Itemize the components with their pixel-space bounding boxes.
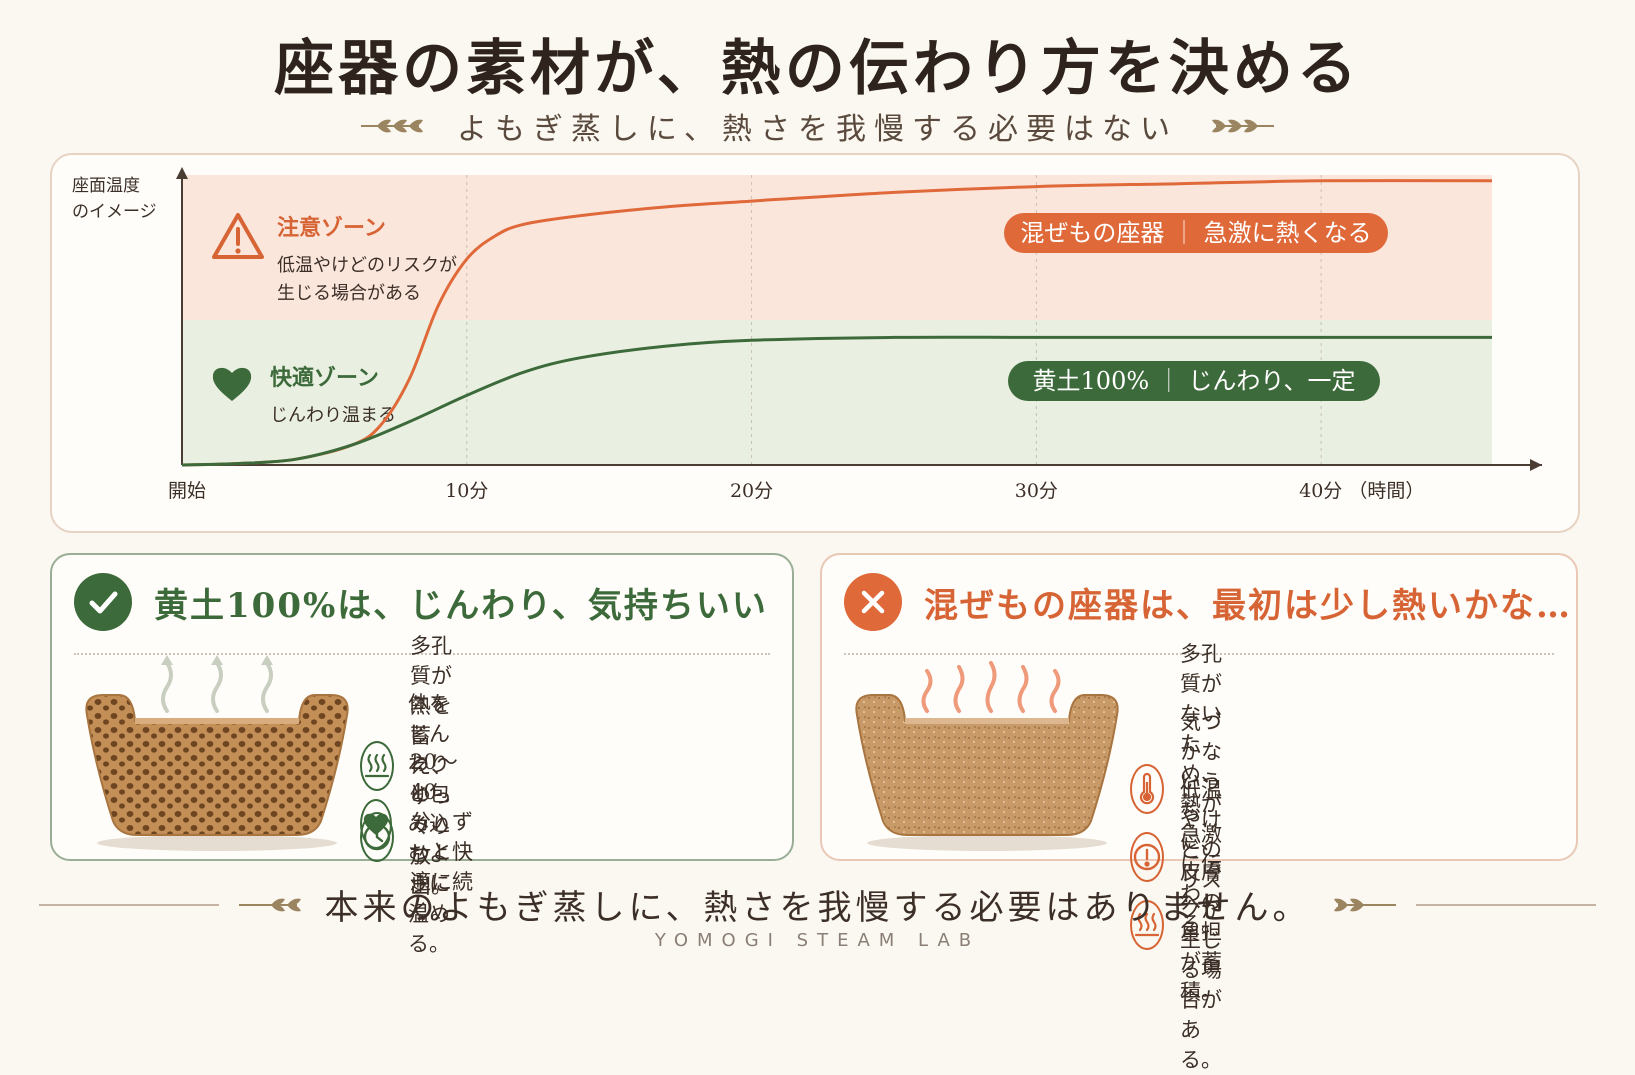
warning-triangle: [212, 213, 264, 259]
series-tag: 急激に熱くなる: [1204, 219, 1372, 247]
footer-line-left: [38, 903, 219, 906]
list-item: 20〜40分、ずっと快適に続く。: [360, 747, 474, 927]
mixed-panel-divider: [844, 653, 1554, 655]
page-subtitle: よもぎ蒸しに、熱さを我慢する必要はない: [456, 112, 1179, 147]
footer-row: 本来のよもぎ蒸しに、熱さを我慢する必要はありません。: [0, 880, 1635, 929]
sprig-right-icon: [1334, 898, 1397, 911]
footer-message: 本来のよもぎ蒸しに、熱さを我慢する必要はありません。: [324, 888, 1311, 928]
point-text: 20〜40分、ずっと快適に続く。: [410, 750, 473, 924]
point-text: 多孔質がないため、 熱が急激に伝わる。: [1180, 642, 1222, 936]
zone-desc: 低温やけどのリスクが生じる場合がある: [277, 255, 457, 304]
warning-dot: [235, 248, 241, 254]
solid-pot-illustration: [855, 661, 1119, 851]
subtitle-row: よもぎ蒸しに、熱さを我慢する必要はない: [0, 104, 1635, 148]
mixed-panel-title: 混ぜもの座器は、最初は少し熱いかな…: [924, 585, 1572, 626]
series-label-pill: [1004, 213, 1388, 253]
heat-waves-icon: [1130, 900, 1164, 950]
x-axis-arrow-icon: [1530, 459, 1542, 471]
ocher-panel-title: 黄土100%は、じんわり、気持ちいい: [154, 585, 768, 626]
x-tick-label: 20分: [730, 480, 773, 502]
thermometer-icon: [1130, 764, 1164, 814]
heart-shape: [212, 367, 252, 401]
zone-name: 注意ゾーン: [277, 215, 386, 241]
mixed-panel-header: 混ぜもの座器は、最初は少し熱いかな…: [844, 573, 1572, 631]
x-tick-label: 開始: [168, 480, 206, 502]
series-tag: じんわり、一定: [1188, 367, 1355, 395]
list-item: 多孔質が熱を蓄え、ゆっくり放出。: [360, 631, 468, 901]
list-item: 体をじんわりと包み込むように温める。: [360, 689, 468, 959]
ocher-panel: 黄土100%は、じんわり、気持ちいい 多孔質が熱を蓄え、ゆっくり放出。: [50, 553, 794, 956]
clock-icon: [360, 812, 394, 862]
warning-icon: [212, 213, 264, 259]
sprig-right-icon: [1212, 119, 1275, 133]
heart-icon: [212, 367, 252, 401]
zone-name: 快適ゾーン: [270, 365, 379, 391]
heat-waves-icon: [360, 741, 394, 791]
alert-icon: [1130, 832, 1164, 882]
series-label-pill: [1008, 361, 1380, 401]
x-tick-label: 30分: [1015, 480, 1058, 502]
list-item: 多孔質がないため、 熱が急激に伝わる。: [1130, 639, 1238, 939]
ocher-panel-divider: [74, 653, 770, 655]
x-tick-label: 10分: [445, 480, 488, 502]
point-text: 体をじんわりと包み込むように温める。: [408, 692, 450, 956]
mixed-panel: 混ぜもの座器は、最初は少し熱いかな… 多孔質がないため、 熱が: [820, 553, 1578, 1072]
x-axis-label: （時間）: [1342, 480, 1424, 502]
page-title: 座器の素材が、熱の伝わり方を決める: [274, 34, 1361, 104]
porous-pot-illustration: [85, 655, 349, 851]
series-label-ocher: 黄土100% ｜ じんわり、一定: [1008, 361, 1380, 401]
y-axis-label: 座面温度のイメージ: [72, 176, 157, 222]
cross-icon: [844, 573, 902, 631]
sprig-left-icon: [238, 898, 301, 911]
zone-desc: じんわり温まる: [270, 405, 396, 426]
series-label-text: 黄土100% ｜ じんわり、一定: [1033, 367, 1356, 395]
series-name: 混ぜもの座器: [1020, 219, 1164, 247]
y-axis-arrow-icon: [176, 167, 188, 179]
x-tick-label: 40分 （時間）: [1299, 480, 1424, 502]
series-name: 黄土100%: [1033, 367, 1150, 395]
sprig-left-icon: [360, 119, 423, 133]
check-icon: [74, 573, 132, 631]
series-label-text: 混ぜもの座器 ｜ 急激に熱くなる: [1020, 219, 1371, 247]
separator: ｜: [1164, 219, 1203, 247]
ocher-panel-header: 黄土100%は、じんわり、気持ちいい: [74, 573, 768, 631]
brand-name: YOMOGI STEAM LAB: [654, 930, 981, 951]
footer-line-right: [1416, 903, 1597, 906]
chart-card: 座面温度のイメージ開始 10分 20分 30分 40分 （時間） 注意ゾーン低温やけどのリ…: [50, 153, 1580, 533]
series-label-mixed: 混ぜもの座器 ｜ 急激に熱くなる: [1004, 213, 1388, 253]
point-text: 多孔質が熱を蓄え、ゆっくり放出。: [410, 634, 452, 898]
separator: ｜: [1149, 367, 1188, 395]
series-line-ocher: [181, 335, 1492, 467]
